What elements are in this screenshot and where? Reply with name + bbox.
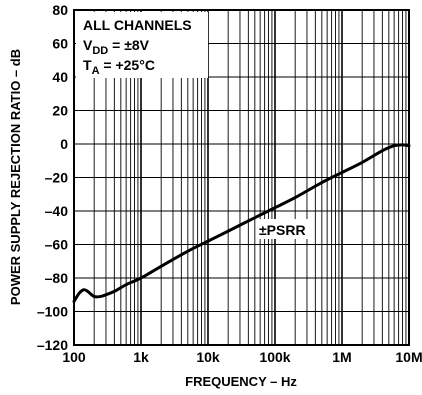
- y-tick-label: 60: [52, 36, 68, 52]
- x-tick-label: 1k: [133, 349, 149, 365]
- x-tick-label: 10M: [395, 349, 422, 365]
- y-tick-label: 20: [52, 103, 68, 119]
- y-tick-label: 80: [52, 2, 68, 18]
- y-tick-label: –80: [45, 270, 69, 286]
- y-tick-label: –60: [45, 237, 69, 253]
- x-tick-labels: 100 1k 10k 100k 1M 10M: [62, 349, 422, 365]
- y-tick-label: 0: [60, 136, 68, 152]
- y-tick-label: –40: [45, 203, 69, 219]
- y-tick-labels: 80 60 40 20 0 –20 –40 –60 –80 –100 –120: [37, 2, 68, 353]
- y-axis-label: POWER SUPPLY REJECTION RATIO – dB: [8, 49, 23, 305]
- curve-label-background: [256, 219, 312, 239]
- curve-label-group: ±PSRR: [256, 219, 312, 239]
- x-axis-label: FREQUENCY – Hz: [185, 374, 297, 389]
- legend-line-2: VDD = ±8V: [83, 37, 150, 57]
- series-lines: [72, 143, 411, 303]
- y-tick-label: –120: [37, 337, 68, 353]
- plot-frame: [73, 9, 410, 346]
- y-tick-label: 40: [52, 69, 68, 85]
- legend-line-3: TA = +25°C: [83, 57, 155, 77]
- y-tick-label: –20: [45, 170, 69, 186]
- legend-line-1: ALL CHANNELS: [83, 17, 192, 33]
- series-line-psrr: [72, 143, 411, 303]
- y-tick-label: –100: [37, 304, 68, 320]
- curve-label-psrr: ±PSRR: [259, 222, 306, 238]
- x-tick-label: 1M: [332, 349, 351, 365]
- legend-box: ALL CHANNELS VDD = ±8V TA = +25°C: [76, 12, 208, 78]
- x-tick-label: 100k: [259, 349, 290, 365]
- x-tick-label: 10k: [196, 349, 220, 365]
- x-tick-label: 100: [62, 349, 86, 365]
- legend-background: [76, 12, 208, 78]
